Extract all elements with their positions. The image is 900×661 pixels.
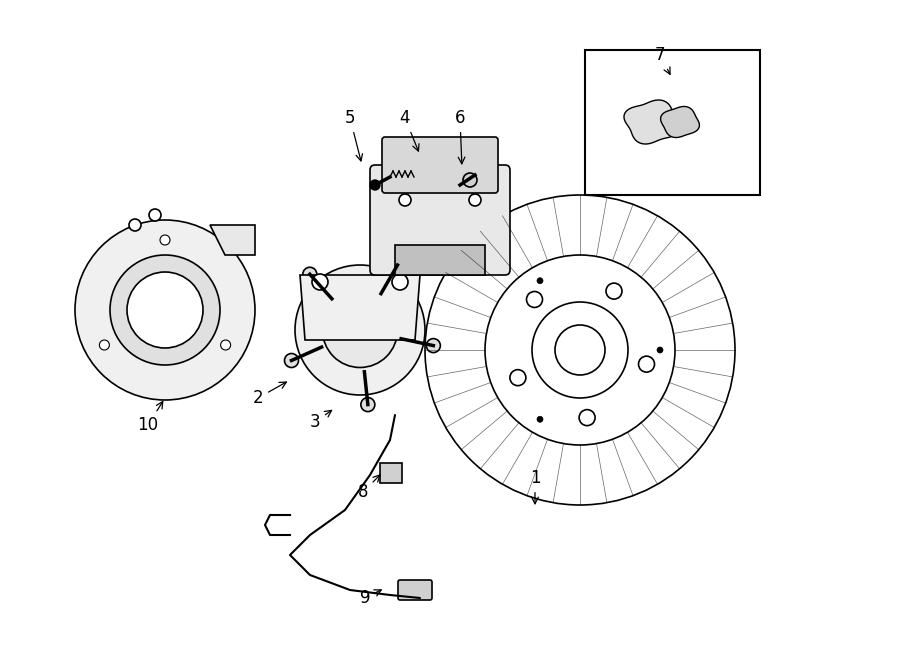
Text: 6: 6 xyxy=(454,109,465,164)
Circle shape xyxy=(510,369,526,385)
Polygon shape xyxy=(300,275,420,340)
FancyBboxPatch shape xyxy=(370,165,510,275)
Text: 5: 5 xyxy=(345,109,363,161)
Circle shape xyxy=(127,272,203,348)
Polygon shape xyxy=(624,100,680,144)
Text: 4: 4 xyxy=(400,109,419,151)
Circle shape xyxy=(129,219,141,231)
Circle shape xyxy=(332,302,388,358)
Circle shape xyxy=(302,267,317,282)
Circle shape xyxy=(370,180,380,190)
Circle shape xyxy=(537,416,543,422)
Polygon shape xyxy=(210,225,255,255)
Circle shape xyxy=(606,283,622,299)
Ellipse shape xyxy=(295,265,425,395)
Circle shape xyxy=(220,340,230,350)
Circle shape xyxy=(284,354,299,368)
Circle shape xyxy=(555,325,605,375)
FancyBboxPatch shape xyxy=(382,137,498,193)
Circle shape xyxy=(361,397,374,412)
Circle shape xyxy=(312,274,328,290)
Text: 8: 8 xyxy=(358,475,380,501)
Circle shape xyxy=(469,194,481,206)
Circle shape xyxy=(657,347,663,353)
Text: 9: 9 xyxy=(360,589,382,607)
Circle shape xyxy=(526,292,543,307)
Ellipse shape xyxy=(322,293,398,368)
Circle shape xyxy=(638,356,654,372)
Circle shape xyxy=(110,255,220,365)
Circle shape xyxy=(99,340,110,350)
Circle shape xyxy=(160,235,170,245)
Bar xyxy=(380,463,402,483)
Text: 2: 2 xyxy=(253,382,286,407)
Circle shape xyxy=(391,258,404,272)
Circle shape xyxy=(392,274,408,290)
Text: 10: 10 xyxy=(138,401,163,434)
Circle shape xyxy=(149,209,161,221)
Circle shape xyxy=(537,278,543,284)
Text: 1: 1 xyxy=(530,469,540,504)
Bar xyxy=(585,50,760,195)
Text: 7: 7 xyxy=(655,46,670,74)
Text: 3: 3 xyxy=(310,410,331,431)
Circle shape xyxy=(463,173,477,187)
Circle shape xyxy=(399,194,411,206)
FancyBboxPatch shape xyxy=(398,580,432,600)
Circle shape xyxy=(427,338,440,352)
Circle shape xyxy=(75,220,255,400)
Polygon shape xyxy=(661,106,699,137)
Bar xyxy=(395,245,485,275)
Circle shape xyxy=(579,410,595,426)
